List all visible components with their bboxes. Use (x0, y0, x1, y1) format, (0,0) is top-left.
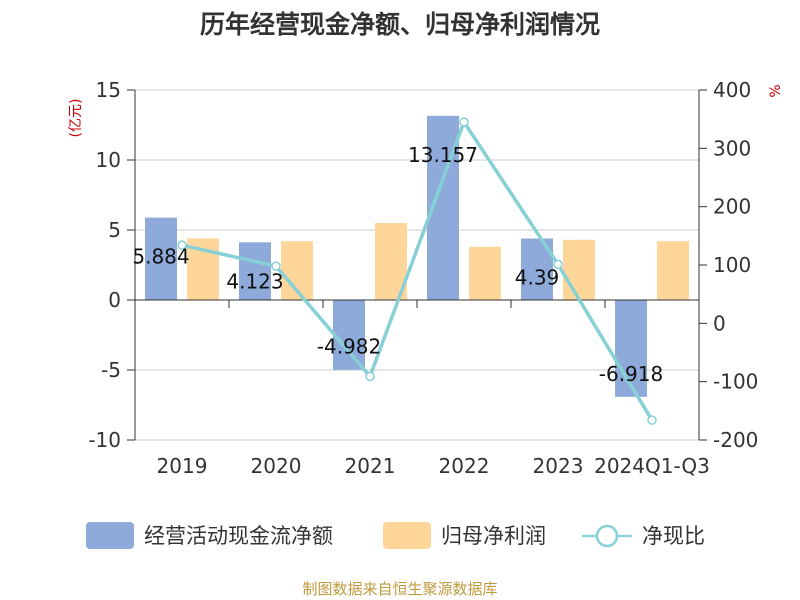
right-tick-label: -100 (713, 370, 758, 394)
x-tick-label: 2023 (533, 454, 584, 478)
left-axis: 15 10 5 0 -5 -10 (88, 78, 136, 452)
ratio-point (177, 240, 187, 250)
legend-label-cashflow[interactable]: 经营活动现金流净额 (144, 524, 333, 548)
left-tick-label: -5 (101, 358, 121, 382)
x-tick-label: 2021 (345, 454, 396, 478)
left-tick-label: 15 (96, 78, 121, 102)
ratio-line-path (181, 118, 654, 422)
bar-cashflow (145, 217, 177, 300)
right-tick-label: -200 (713, 428, 758, 452)
right-tick-label: 400 (713, 78, 751, 102)
left-tick-label: -10 (88, 428, 121, 452)
bar-cashflow (333, 300, 365, 370)
left-tick-label: 10 (96, 148, 121, 172)
ratio-point (553, 259, 563, 270)
right-tick-label: 300 (713, 136, 751, 160)
bar-cashflow (239, 242, 271, 300)
bar-cashflow (615, 300, 647, 397)
left-axis-unit: (亿元) (68, 99, 84, 138)
source-note: 制图数据来自恒生聚源数据库 (302, 580, 497, 598)
bar-profit (563, 239, 595, 300)
data-label: -4.982 (317, 335, 381, 359)
right-tick-label: 100 (713, 253, 751, 277)
data-labels: 5.884 4.123 -4.982 13.157 4.39 -6.918 (132, 143, 663, 386)
ratio-point (459, 117, 469, 127)
bar-profit (469, 246, 501, 300)
bar-profit (657, 241, 689, 300)
legend-swatch-profit[interactable] (383, 522, 431, 549)
ratio-point (365, 371, 375, 382)
legend-label-profit[interactable]: 归母净利润 (441, 524, 546, 548)
legend-swatch-ratio-marker[interactable] (595, 524, 619, 548)
data-label: 4.123 (226, 269, 283, 293)
ratio-point (271, 261, 281, 271)
ratio-line (177, 117, 657, 425)
ratio-point (647, 415, 657, 425)
x-axis: 2019 2020 2021 2022 2023 2024Q1-Q3 (134, 299, 710, 478)
right-tick-label: 0 (713, 311, 726, 335)
x-tick-label: 2022 (439, 454, 490, 478)
x-tick-label: 2020 (251, 454, 302, 478)
left-tick-label: 0 (108, 288, 121, 312)
chart-title: 历年经营现金净额、归母净利润情况 (200, 10, 600, 39)
data-label: -6.918 (599, 362, 663, 386)
data-label: 4.39 (515, 266, 560, 290)
grid-lines (135, 89, 699, 441)
left-tick-label: 5 (108, 218, 121, 242)
data-label: 13.157 (408, 143, 478, 167)
data-label: 5.884 (132, 245, 189, 269)
x-tick-label: 2024Q1-Q3 (594, 454, 710, 478)
x-tick-label: 2019 (157, 454, 208, 478)
right-axis-unit: % (768, 84, 784, 97)
legend-label-ratio[interactable]: 净现比 (642, 524, 705, 548)
right-tick-label: 200 (713, 195, 751, 219)
right-axis: 400 300 200 100 0 -100 -200 (698, 78, 758, 452)
legend: 经营活动现金流净额 归母净利润 净现比 (86, 522, 705, 549)
legend-swatch-cashflow[interactable] (86, 522, 134, 549)
